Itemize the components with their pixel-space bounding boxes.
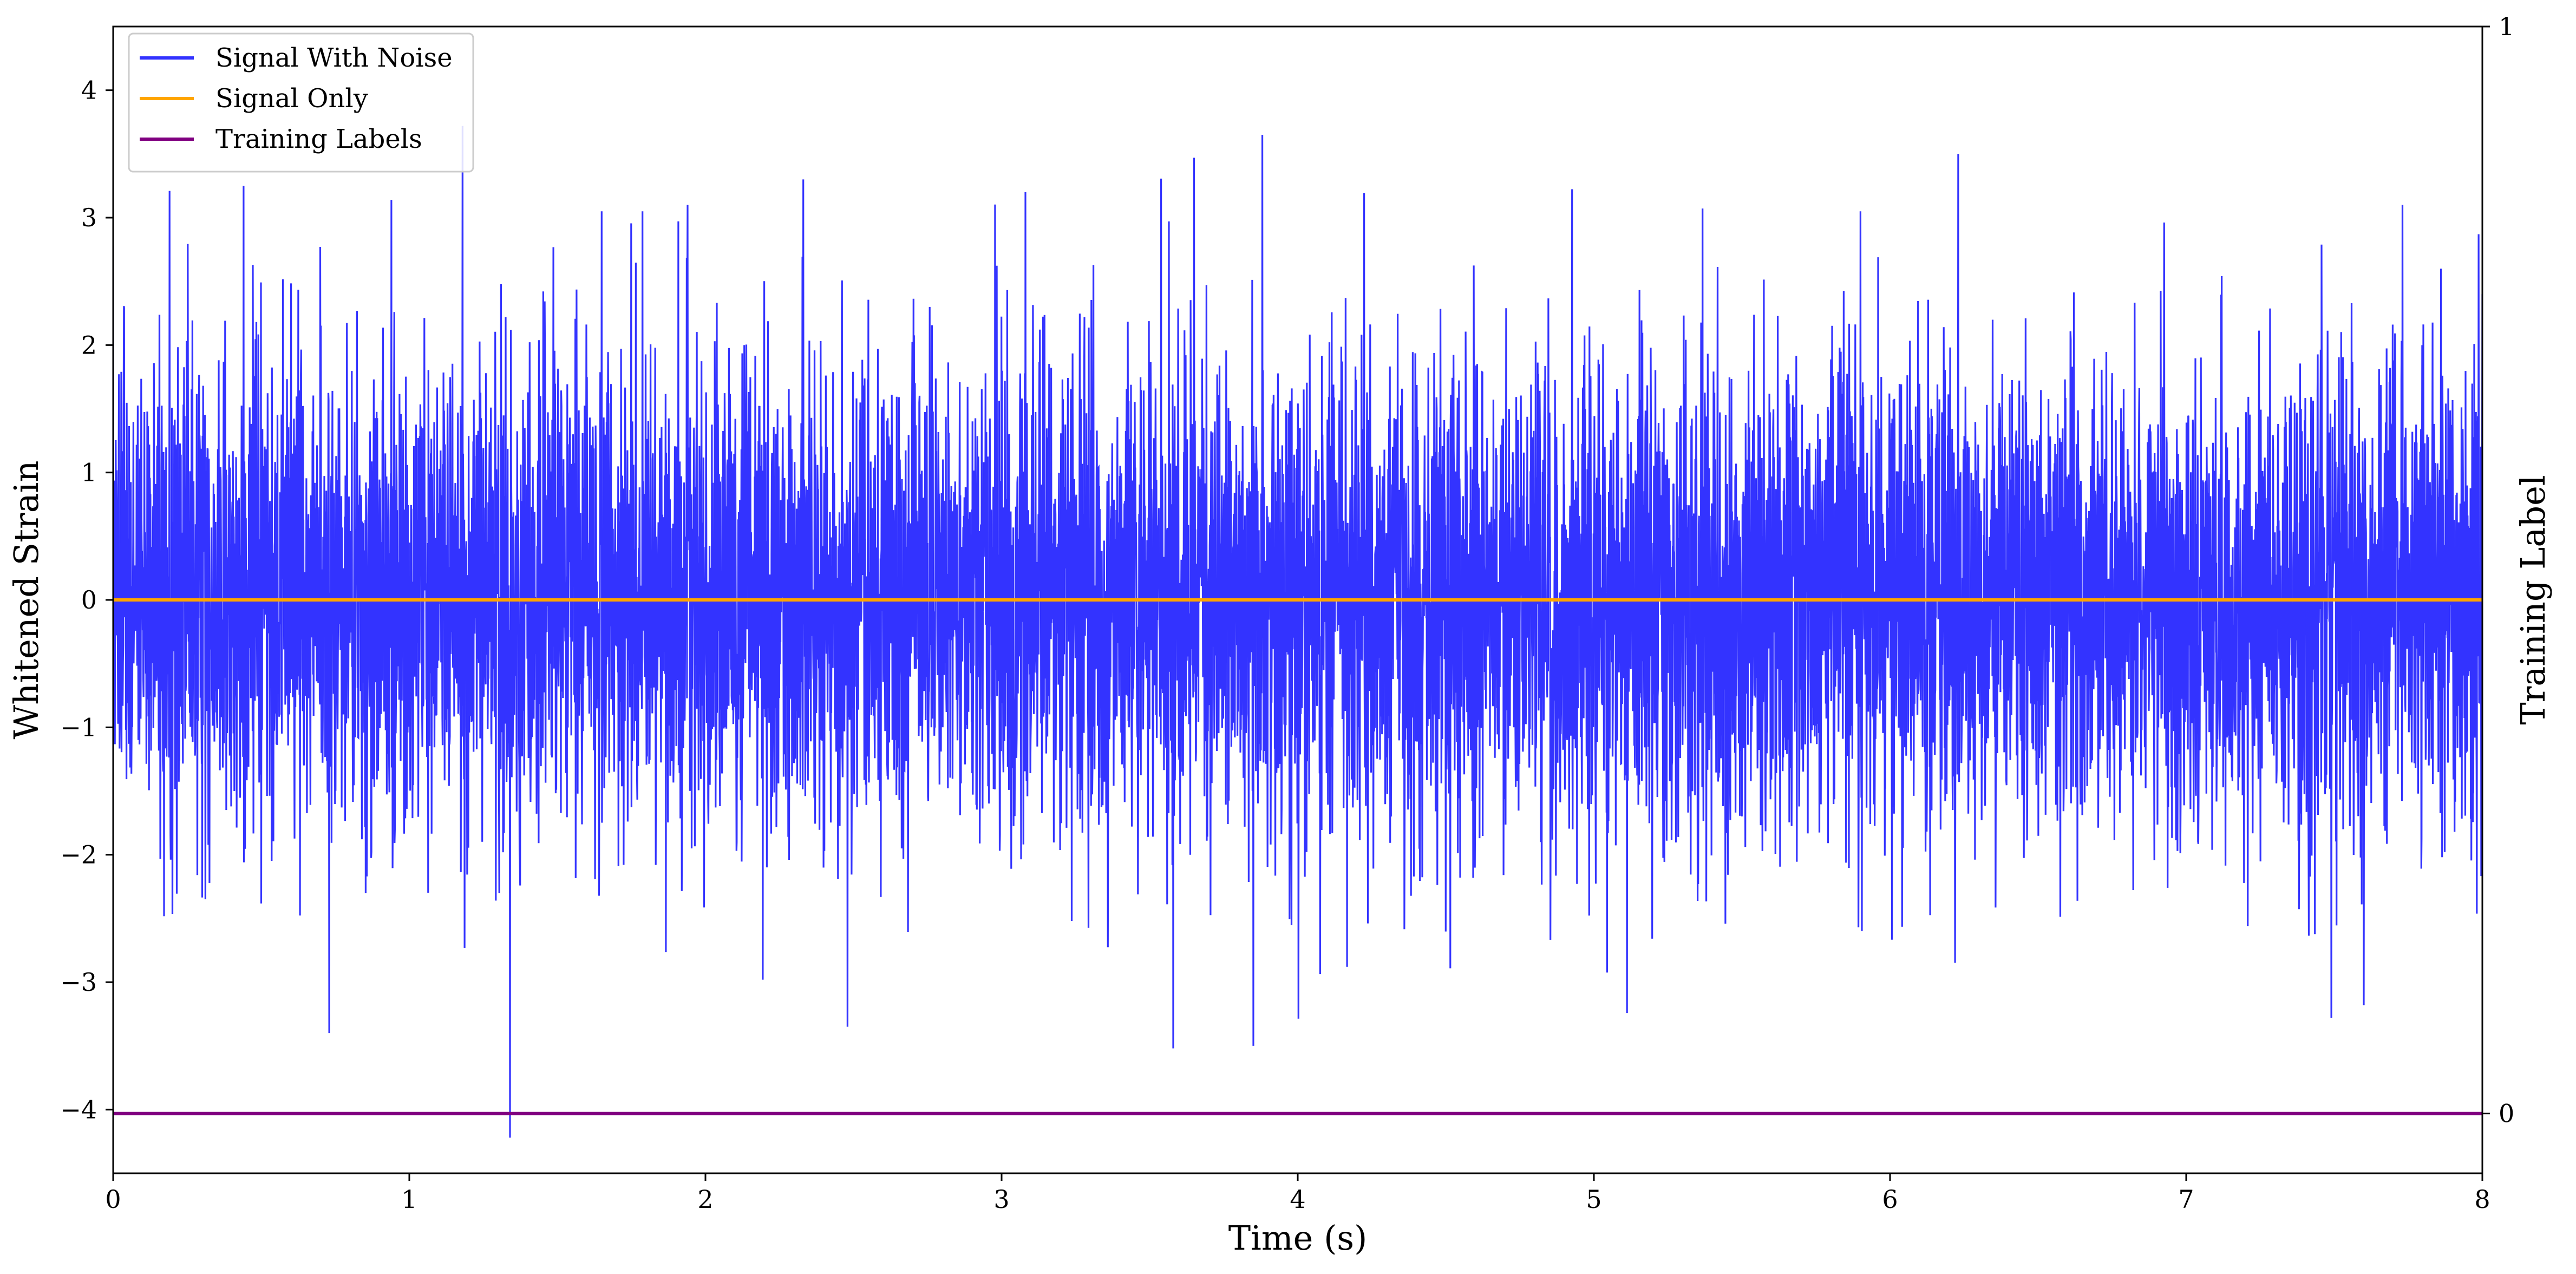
x-tick-label: 1: [401, 1185, 417, 1214]
x-tick-label: 2: [697, 1185, 713, 1214]
y-tick-label: 4: [81, 76, 97, 105]
x-tick-label: 7: [2178, 1185, 2194, 1214]
legend-label-signal-with-noise: Signal With Noise: [215, 43, 453, 73]
x-axis: 0 1 2 3 4 5 6 7 8: [105, 1173, 2490, 1214]
y-tick-label: 2: [81, 330, 97, 360]
y-tick-label: −4: [60, 1095, 97, 1124]
y2-tick-label: 0: [2499, 1099, 2514, 1128]
series-layer: [113, 126, 2482, 1138]
x-tick-label: 3: [993, 1185, 1009, 1214]
y-tick-label: 3: [81, 203, 97, 232]
x-tick-label: 6: [1882, 1185, 1898, 1214]
y-tick-label: −2: [60, 840, 97, 870]
y-axis-left: −4 −3 −2 −1 0 1 2 3 4: [60, 76, 113, 1124]
y-tick-label: 0: [81, 585, 97, 615]
x-tick-label: 0: [105, 1185, 121, 1214]
x-tick-label: 8: [2474, 1185, 2490, 1214]
x-tick-label: 5: [1586, 1185, 1601, 1214]
y2-axis-title: Training Label: [2513, 475, 2553, 724]
y-tick-label: −3: [60, 968, 97, 997]
y2-tick-label: 1: [2499, 12, 2514, 41]
legend: Signal With Noise Signal Only Training Lab…: [128, 32, 474, 173]
y-axis-title: Whitened Strain: [6, 461, 46, 740]
y-tick-label: 1: [81, 458, 97, 487]
legend-label-signal-only: Signal Only: [215, 83, 368, 114]
x-axis-title: Time (s): [1228, 1218, 1368, 1258]
x-tick-label: 4: [1290, 1185, 1305, 1214]
legend-label-training-labels: Training Labels: [215, 124, 422, 154]
series-signal-with-noise-line: [113, 126, 2482, 1138]
y-axis-right: 01: [2482, 12, 2514, 1128]
y-tick-label: −1: [60, 713, 97, 742]
legend-box: [128, 32, 474, 173]
